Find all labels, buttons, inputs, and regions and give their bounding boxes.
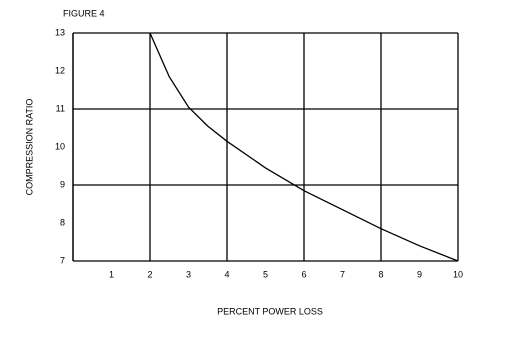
y-tick-label: 8 — [60, 217, 65, 227]
data-line — [149, 32, 459, 262]
y-tick-label: 10 — [55, 141, 65, 151]
x-tick-label: 8 — [378, 269, 383, 279]
x-tick-label: 5 — [263, 269, 268, 279]
x-tick-label: 1 — [109, 269, 114, 279]
x-tick-label: 6 — [301, 269, 306, 279]
y-tick-label: 12 — [55, 65, 65, 75]
x-tick-label: 9 — [417, 269, 422, 279]
chart-title: FIGURE 4 — [63, 8, 105, 18]
y-axis-label: COMPRESSION RATIO — [24, 99, 34, 196]
x-tick-label: 10 — [453, 269, 463, 279]
y-tick-label: 11 — [56, 103, 65, 113]
x-tick-label: 7 — [340, 269, 345, 279]
x-tick-label: 3 — [186, 269, 191, 279]
x-axis-label: PERCENT POWER LOSS — [217, 306, 323, 316]
y-tick-label: 13 — [55, 27, 65, 37]
x-tick-label: 2 — [147, 269, 152, 279]
y-tick-label: 9 — [60, 179, 65, 189]
x-tick-label: 4 — [224, 269, 229, 279]
y-tick-label: 7 — [60, 255, 65, 265]
